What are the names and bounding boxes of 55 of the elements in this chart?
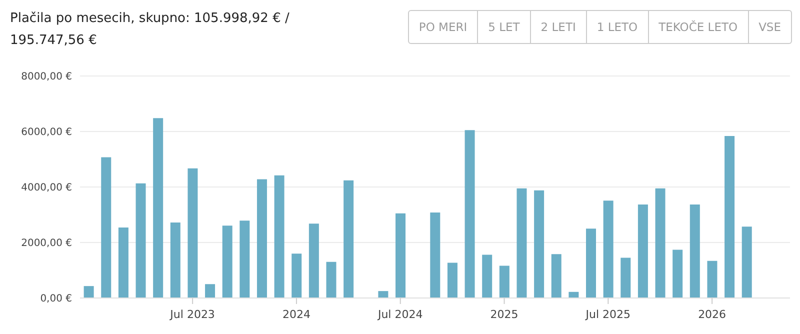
x-tick-label: 2026 xyxy=(698,308,726,321)
bar xyxy=(447,262,458,298)
y-tick-label: 0,00 € xyxy=(40,294,72,305)
bar xyxy=(205,284,216,298)
bar xyxy=(222,226,232,298)
bar xyxy=(308,224,319,298)
bar xyxy=(84,286,94,298)
bar xyxy=(344,180,354,298)
bar xyxy=(292,254,302,298)
bar xyxy=(256,179,267,298)
bar xyxy=(534,190,544,298)
bar xyxy=(707,260,718,298)
bar xyxy=(638,204,648,298)
x-tick-label: Jul 2023 xyxy=(169,308,215,321)
text: PO MERI xyxy=(408,10,478,44)
bar xyxy=(396,213,406,298)
text: VSE xyxy=(748,10,792,44)
bar xyxy=(620,258,631,298)
bar xyxy=(724,136,735,298)
bar xyxy=(101,157,112,298)
bar xyxy=(551,254,562,298)
x-tick-label: 2025 xyxy=(490,308,518,321)
y-tick-label: 4000,00 € xyxy=(21,182,72,194)
bar xyxy=(136,183,146,298)
bar xyxy=(516,188,527,298)
text: 5 LET xyxy=(478,10,531,44)
bar xyxy=(603,200,614,298)
bar xyxy=(655,188,666,298)
y-tick-label: 8000,00 € xyxy=(21,72,72,83)
text: 2 LETI xyxy=(530,10,587,44)
bar xyxy=(118,228,128,298)
x-tick-label: 2024 xyxy=(282,308,310,321)
bar xyxy=(153,118,164,298)
bar xyxy=(568,292,579,298)
bar xyxy=(378,291,388,298)
text: TEKOČE LETO xyxy=(648,10,749,44)
bar xyxy=(499,266,510,298)
x-tick-label: Jul 2024 xyxy=(376,308,423,321)
bar xyxy=(326,262,336,298)
bar xyxy=(690,204,700,298)
bar xyxy=(464,130,475,298)
bar xyxy=(742,226,752,298)
bar xyxy=(240,220,250,298)
bar xyxy=(672,250,683,298)
x-tick-label: Jul 2025 xyxy=(584,308,631,321)
y-tick-label: 2000,00 € xyxy=(21,238,72,250)
chart-title: Plačila po mesecih, skupno: 105.998,92 € / 195.747,56 € xyxy=(10,10,290,50)
bar xyxy=(482,254,492,298)
bar xyxy=(188,168,198,298)
y-tick-label: 6000,00 € xyxy=(21,127,72,138)
bar xyxy=(430,212,440,298)
bar xyxy=(170,222,180,298)
text: 1 LETO xyxy=(586,10,649,44)
bar xyxy=(586,228,596,298)
bar xyxy=(274,175,284,298)
